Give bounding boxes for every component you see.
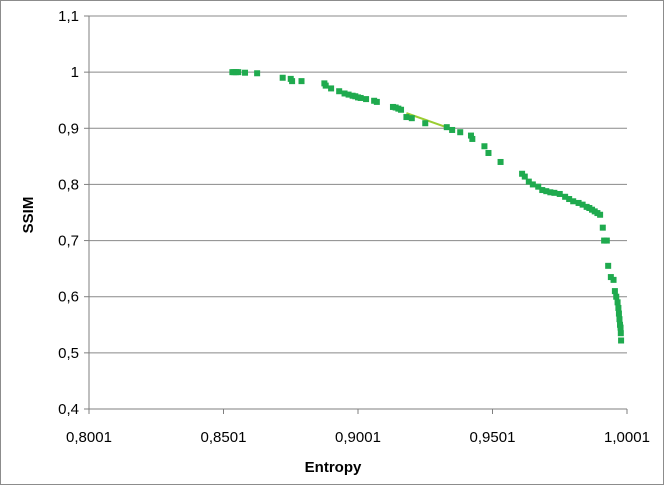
data-point [279, 74, 286, 81]
data-point [566, 196, 573, 203]
data-point [422, 120, 429, 127]
y-tick-label: 0,6 [58, 289, 79, 306]
data-point [254, 70, 261, 77]
data-point [597, 211, 604, 218]
data-point [617, 330, 624, 337]
data-point [328, 85, 335, 92]
data-point [403, 114, 410, 121]
data-point [614, 299, 621, 306]
data-point [467, 132, 474, 139]
data-point [398, 106, 405, 113]
y-tick-label: 0,4 [58, 401, 79, 418]
data-point [570, 198, 577, 205]
data-point [579, 201, 586, 208]
data-point [547, 189, 554, 196]
x-tick-label: 0,9001 [335, 429, 381, 446]
x-tick-label: 1,0001 [604, 429, 650, 446]
x-tick-label: 0,9501 [470, 429, 516, 446]
data-point [298, 78, 305, 85]
data-point [469, 135, 476, 142]
data-point [443, 124, 450, 131]
data-point [610, 276, 617, 283]
data-point [551, 189, 558, 196]
y-tick-label: 0,7 [58, 233, 79, 250]
data-point [615, 304, 622, 311]
data-point [341, 90, 348, 97]
y-tick-labels: 0,4 0,5 0,6 0,7 0,8 0,9 1 1,1 [58, 8, 79, 418]
data-point [497, 158, 504, 165]
data-point [485, 149, 492, 156]
data-point [611, 288, 618, 295]
x-tick-label: 0,8501 [201, 429, 247, 446]
data-point [599, 224, 606, 231]
y-tick-label: 0,5 [58, 345, 79, 362]
data-point [289, 78, 296, 85]
data-point [616, 316, 623, 323]
data-point [235, 69, 242, 76]
y-tick-label: 1 [71, 64, 79, 81]
data-point [535, 183, 542, 190]
data-point [562, 193, 569, 200]
data-point [242, 69, 249, 76]
data-point [618, 337, 625, 344]
data-point [543, 188, 550, 195]
data-point [345, 91, 352, 98]
y-tick-label: 1,1 [58, 8, 79, 25]
x-axis-title: Entropy [305, 459, 362, 476]
data-point [613, 293, 620, 300]
data-point [603, 237, 610, 244]
axes [84, 15, 628, 414]
data-point [529, 181, 536, 188]
data-point [322, 82, 329, 89]
data-point [357, 94, 364, 101]
x-tick-labels: 0,8001 0,8501 0,9001 0,9501 1,0001 [66, 429, 650, 446]
x-tick-label: 0,8001 [66, 429, 112, 446]
data-point [449, 126, 456, 133]
y-tick-label: 0,8 [58, 176, 79, 193]
data-point [521, 173, 528, 180]
data-point [615, 310, 622, 317]
y-axis-title: SSIM [20, 197, 37, 234]
data-points [229, 69, 625, 344]
data-point [617, 324, 624, 331]
data-point [525, 178, 532, 185]
data-point [408, 115, 415, 122]
data-point [373, 98, 380, 105]
data-point [481, 143, 488, 150]
data-point [363, 96, 370, 103]
data-point [336, 88, 343, 95]
gridlines [89, 15, 627, 354]
data-point [539, 187, 546, 194]
data-point [457, 129, 464, 136]
data-point [605, 262, 612, 269]
data-point [556, 190, 563, 197]
y-tick-label: 0,9 [58, 120, 79, 137]
data-point [575, 199, 582, 206]
